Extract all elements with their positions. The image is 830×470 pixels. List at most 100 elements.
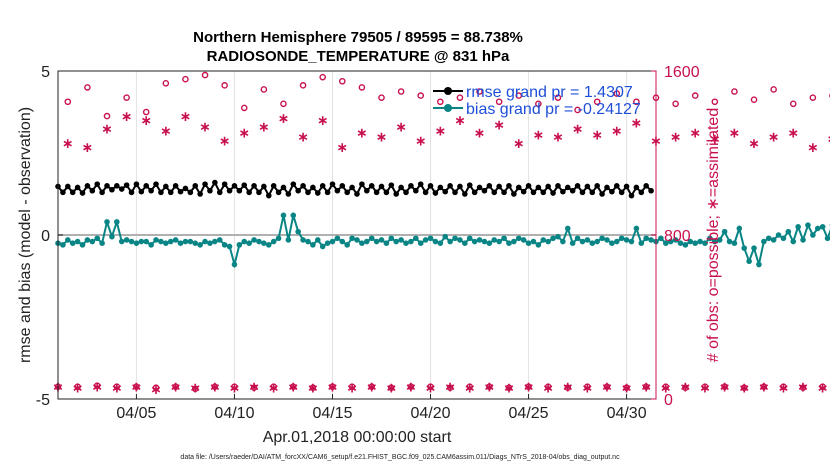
series-point-1 [496,238,502,245]
possible-obs-marker [378,94,385,101]
series-point-0 [462,191,468,197]
series-point-1 [79,242,86,248]
series-point-1 [751,245,757,251]
series-point-0 [623,183,630,190]
series-point-0 [359,181,365,187]
series-point-1 [261,240,267,246]
assimilated-obs-marker: ∗ [278,111,290,127]
series-point-1 [437,240,444,246]
series-point-1 [457,237,463,243]
series-point-0 [158,189,164,196]
series-point-0 [564,184,571,191]
possible-obs-marker [633,98,640,106]
assimilated-obs-marker: ∗ [238,126,250,142]
series-point-0 [275,189,282,196]
series-point-1 [241,238,248,245]
series-point-0 [383,189,390,196]
possible-obs-marker [348,383,356,391]
assimilated-obs-marker: ∗ [611,123,623,139]
possible-obs-marker [564,384,572,392]
chart-subtitle: RADIOSONDE_TEMPERATURE @ 831 hPa [207,48,510,65]
series-point-1 [324,240,331,246]
assimilated-obs-marker: ∗ [474,126,486,142]
series-point-1 [192,240,199,246]
possible-obs-marker [309,384,317,392]
assimilated-obs-marker: ∗ [131,380,143,396]
possible-obs-marker [613,90,621,97]
assimilated-obs-marker: ∗ [150,382,162,398]
series-point-0 [319,183,326,189]
assimilated-obs-marker: ∗ [258,119,270,135]
series-point-1 [413,235,419,242]
x-tick-label: 04/15 [312,405,352,422]
series-point-1 [442,233,449,240]
series-point-0 [280,184,287,191]
series-point-0 [123,182,130,188]
series-point-0 [241,182,248,188]
assimilated-obs-marker: ∗ [454,113,466,129]
assimilated-obs-marker: ∗ [101,121,113,137]
assimilated-obs-marker: ∗ [464,381,476,397]
series-point-1 [285,237,292,243]
series-point-1 [697,238,703,245]
series-point-1 [712,238,718,245]
assimilated-obs-marker: ∗ [807,140,819,156]
series-point-0 [236,187,243,194]
possible-obs-marker [584,383,591,391]
assimilated-obs-marker: ∗ [405,380,417,396]
possible-obs-marker [721,383,728,391]
series-point-0 [133,181,140,187]
legend-bias-marker [444,104,452,112]
assimilated-obs-marker: ∗ [111,381,123,397]
assimilated-obs-marker: ∗ [327,380,339,396]
possible-obs-marker [358,84,366,91]
series-point-0 [643,183,649,189]
y2-tick-label: 0 [664,392,673,409]
series-point-1 [300,237,306,243]
series-point-1 [368,235,375,242]
series-point-0 [221,181,228,187]
assimilated-obs-marker: ∗ [229,381,241,397]
series-point-1 [226,243,233,250]
series-point-0 [89,187,96,194]
series-point-1 [623,237,630,243]
possible-obs-marker [711,98,719,106]
possible-obs-marker [221,82,228,89]
series-point-1 [555,233,561,240]
series-point-0 [408,183,414,189]
series-point-1 [805,222,811,228]
series-point-1 [515,235,522,242]
series-point-0 [305,189,311,196]
series-point-0 [550,190,556,196]
series-point-0 [334,187,341,194]
possible-obs-marker [574,106,581,114]
possible-obs-marker [388,384,395,392]
assimilated-obs-marker: ∗ [385,381,397,397]
assimilated-obs-marker: ∗ [817,381,829,397]
assimilated-obs-marker: ∗ [660,381,672,397]
assimilated-obs-marker: ∗ [797,380,809,396]
assimilated-obs-marker: ∗ [513,136,525,152]
series-point-1 [364,238,370,245]
series-point-0 [290,181,297,187]
series-point-1 [143,238,150,245]
assimilated-obs-marker: ∗ [719,380,731,396]
series-point-1 [707,235,713,242]
series-point-1 [432,238,439,245]
series-point-0 [256,189,262,196]
possible-obs-marker [270,383,277,391]
possible-obs-marker [319,73,326,81]
assimilated-obs-marker: ∗ [444,380,456,396]
series-point-1 [408,238,414,245]
assimilated-obs-marker: ∗ [366,380,378,396]
series-point-0 [202,181,208,187]
possible-obs-marker [93,382,101,389]
legend-rmse-label: rmse grand pr = 1.4307 [466,84,633,101]
series-point-0 [540,189,547,196]
possible-obs-marker [446,384,454,392]
series-point-0 [295,187,301,194]
series-point-0 [447,183,453,189]
series-point-1 [128,238,135,245]
series-point-0 [373,189,380,196]
